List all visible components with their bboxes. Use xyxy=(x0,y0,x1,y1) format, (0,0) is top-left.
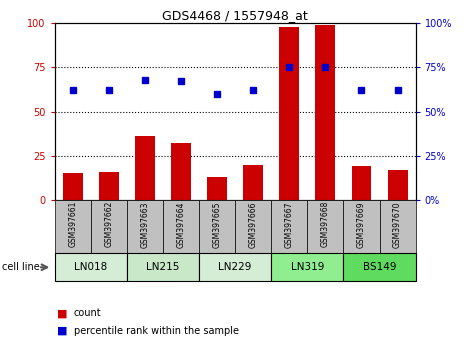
Bar xyxy=(55,200,91,253)
Text: GSM397661: GSM397661 xyxy=(68,201,77,247)
Bar xyxy=(343,200,380,253)
Text: GSM397662: GSM397662 xyxy=(104,201,113,247)
Bar xyxy=(271,200,307,253)
Text: LN229: LN229 xyxy=(218,262,252,272)
Text: LN319: LN319 xyxy=(291,262,324,272)
Bar xyxy=(135,136,155,200)
Bar xyxy=(207,177,227,200)
Bar xyxy=(243,165,263,200)
Bar xyxy=(380,200,416,253)
Title: GDS4468 / 1557948_at: GDS4468 / 1557948_at xyxy=(162,9,308,22)
Bar xyxy=(315,25,335,200)
Text: ■: ■ xyxy=(57,326,67,336)
Text: GSM397669: GSM397669 xyxy=(357,201,366,247)
Text: GSM397668: GSM397668 xyxy=(321,201,330,247)
Text: GSM397666: GSM397666 xyxy=(249,201,257,247)
Text: GSM397667: GSM397667 xyxy=(285,201,294,247)
Bar xyxy=(307,200,343,253)
Text: GSM397664: GSM397664 xyxy=(177,201,185,247)
Bar xyxy=(127,200,163,253)
Text: GSM397670: GSM397670 xyxy=(393,201,402,247)
Text: ■: ■ xyxy=(57,308,67,318)
Bar xyxy=(91,200,127,253)
Bar xyxy=(343,253,416,281)
Bar xyxy=(171,143,191,200)
Text: BS149: BS149 xyxy=(363,262,396,272)
Bar xyxy=(199,253,271,281)
Bar xyxy=(99,172,119,200)
Text: GSM397663: GSM397663 xyxy=(141,201,149,247)
Bar xyxy=(199,200,235,253)
Text: cell line: cell line xyxy=(2,262,40,272)
Text: LN215: LN215 xyxy=(146,262,180,272)
Text: percentile rank within the sample: percentile rank within the sample xyxy=(74,326,238,336)
Bar xyxy=(388,170,408,200)
Bar xyxy=(163,200,199,253)
Text: LN018: LN018 xyxy=(74,262,107,272)
Bar xyxy=(279,27,299,200)
Bar xyxy=(352,166,371,200)
Bar xyxy=(271,253,343,281)
Text: GSM397665: GSM397665 xyxy=(213,201,221,247)
Text: count: count xyxy=(74,308,101,318)
Bar xyxy=(235,200,271,253)
Bar xyxy=(63,173,83,200)
Bar xyxy=(55,253,127,281)
Bar xyxy=(127,253,199,281)
